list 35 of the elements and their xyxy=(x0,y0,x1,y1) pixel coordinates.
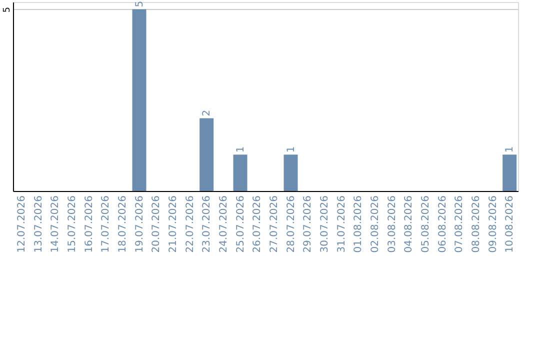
x-tick-label: 19.07.2026 xyxy=(134,196,146,253)
data-label: 1 xyxy=(504,146,516,153)
x-tick-label: 13.07.2026 xyxy=(33,196,44,253)
x-tick-label: 01.08.2026 xyxy=(353,196,364,253)
x-tick-label: 23.07.2026 xyxy=(202,196,213,253)
x-tick-label: 30.07.2026 xyxy=(319,196,330,253)
x-tick-label: 12.07.2026 xyxy=(16,196,28,253)
x-tick-label: 21.07.2026 xyxy=(168,196,179,253)
x-tick-label: 06.08.2026 xyxy=(437,196,448,253)
x-tick-label: 05.08.2026 xyxy=(420,196,432,253)
x-tick-label: 17.07.2026 xyxy=(100,196,112,253)
x-tick-label: 02.08.2026 xyxy=(370,196,381,253)
data-label: 2 xyxy=(202,110,213,116)
x-tick-label: 28.07.2026 xyxy=(286,196,297,253)
x-tick-label: 10.08.2026 xyxy=(504,196,516,253)
x-tick-label: 22.07.2026 xyxy=(184,196,196,253)
x-tick-label: 04.08.2026 xyxy=(404,196,415,253)
x-tick-label: 14.07.2026 xyxy=(50,196,62,253)
x-tick-label: 09.08.2026 xyxy=(488,196,499,253)
data-label: 1 xyxy=(286,146,297,153)
x-tick-label: 24.07.2026 xyxy=(218,196,230,253)
x-tick-label: 15.07.2026 xyxy=(66,196,78,253)
x-tick-label: 16.07.2026 xyxy=(84,196,95,253)
x-tick-label: 18.07.2026 xyxy=(117,196,128,253)
x-tick-label: 25.07.2026 xyxy=(235,196,246,253)
x-tick-label: 07.08.2026 xyxy=(454,196,466,253)
x-tick-label: 20.07.2026 xyxy=(151,196,162,253)
x-tick-label: 08.08.2026 xyxy=(470,196,482,253)
x-tick-label: 29.07.2026 xyxy=(302,196,314,253)
x-tick-label: 27.07.2026 xyxy=(268,196,280,253)
x-tick-label: 26.07.2026 xyxy=(252,196,264,253)
x-tick-label: 31.07.2026 xyxy=(336,196,348,253)
x-tick-label: 03.08.2026 xyxy=(386,196,398,253)
data-label: 5 xyxy=(134,0,146,8)
data-label: 1 xyxy=(235,146,246,153)
